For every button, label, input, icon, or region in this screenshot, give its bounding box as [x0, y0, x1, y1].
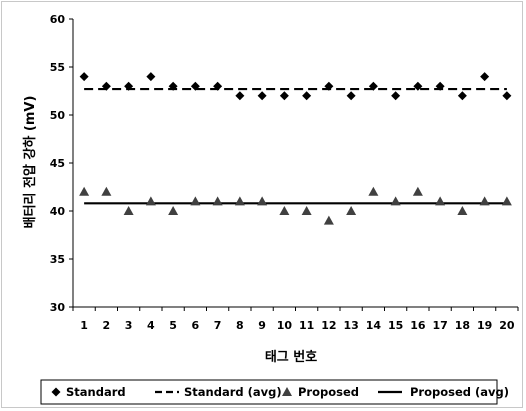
standard-point — [190, 81, 200, 91]
standard-point — [324, 81, 334, 91]
proposed-point — [212, 196, 223, 206]
axes — [69, 18, 519, 311]
standard-point — [502, 91, 512, 101]
x-tick-label: 15 — [388, 319, 403, 332]
x-axis-title: 태그 번호 — [265, 350, 317, 365]
proposed-point — [190, 196, 201, 206]
standard-point — [168, 81, 178, 91]
proposed-point — [301, 206, 312, 215]
proposed-point — [279, 206, 290, 215]
standard-point — [391, 91, 401, 101]
y-tick-label: 30 — [50, 301, 66, 314]
legend-proposed-swatch — [282, 387, 292, 396]
legend-items: Standard Standard (avg) Proposed Proposed (… — [51, 385, 509, 399]
proposed-point — [390, 196, 401, 206]
x-tick-label: 12 — [321, 319, 336, 332]
legend-label: Proposed — [298, 385, 359, 399]
y-tick-labels: 30 35 40 45 50 55 60 — [50, 13, 66, 314]
standard-point — [79, 72, 89, 82]
x-tick-label: 6 — [192, 319, 200, 332]
standard-point — [457, 91, 467, 101]
x-tick-label: 10 — [277, 319, 293, 332]
x-tick-label: 2 — [103, 319, 111, 332]
x-tick-labels: 1 2 3 4 5 6 7 8 9 10 11 12 13 14 15 16 17 18 19 20 — [80, 319, 515, 332]
y-axis-title: 배터리 전압 강하 (mV) — [22, 96, 38, 229]
proposed-point — [479, 196, 490, 206]
proposed-point — [435, 196, 446, 206]
legend-box — [40, 379, 498, 405]
proposed-point — [323, 215, 334, 225]
x-tick-label: 8 — [236, 319, 244, 332]
legend: Standard Standard (avg) Proposed Proposed (… — [40, 379, 509, 405]
x-tick-label: 16 — [410, 319, 426, 332]
x-tick-label: 14 — [366, 319, 382, 332]
proposed-point — [79, 186, 90, 196]
proposed-point — [101, 186, 112, 196]
x-tick-label: 9 — [258, 319, 266, 332]
standard-point — [146, 72, 156, 82]
proposed-point — [123, 206, 134, 215]
y-tick-label: 40 — [50, 205, 66, 218]
standard-point — [279, 91, 289, 101]
standard-point — [124, 81, 134, 91]
legend-standard-swatch — [51, 387, 61, 397]
standard-point — [435, 81, 445, 91]
x-tick-label: 20 — [499, 319, 515, 332]
standard-point — [257, 91, 267, 101]
proposed-point — [501, 196, 512, 206]
y-tick-label: 50 — [50, 109, 66, 122]
standard-point — [480, 72, 490, 82]
legend-label: Proposed (avg) — [410, 385, 509, 399]
y-tick-label: 55 — [50, 61, 65, 74]
legend-label: Standard — [66, 385, 126, 399]
proposed-point — [412, 186, 423, 196]
legend-label: Standard (avg) — [184, 385, 282, 399]
proposed-point — [257, 196, 268, 206]
proposed-point — [145, 196, 156, 206]
standard-point — [213, 81, 223, 91]
x-tick-label: 17 — [432, 319, 447, 332]
proposed-point — [368, 186, 379, 196]
standard-point — [302, 91, 312, 101]
y-tick-label: 45 — [50, 157, 65, 170]
standard-point — [101, 81, 111, 91]
proposed-point — [457, 206, 468, 215]
x-tick-label: 4 — [147, 319, 155, 332]
x-tick-label: 11 — [299, 319, 314, 332]
x-tick-label: 5 — [169, 319, 177, 332]
proposed-point — [234, 196, 245, 206]
average-lines — [84, 87, 507, 205]
standard-point — [235, 91, 245, 101]
x-tick-label: 19 — [477, 319, 492, 332]
data-points — [79, 72, 512, 225]
standard-point — [346, 91, 356, 101]
y-tick-label: 60 — [50, 13, 66, 26]
proposed-point — [346, 206, 357, 215]
y-tick-label: 35 — [50, 253, 65, 266]
x-tick-label: 7 — [214, 319, 222, 332]
proposed-point — [168, 206, 179, 215]
standard-point — [368, 81, 378, 91]
x-tick-label: 18 — [455, 319, 470, 332]
standard-point — [413, 81, 423, 91]
x-tick-label: 13 — [343, 319, 358, 332]
x-tick-label: 3 — [125, 319, 133, 332]
x-tick-label: 1 — [80, 319, 88, 332]
